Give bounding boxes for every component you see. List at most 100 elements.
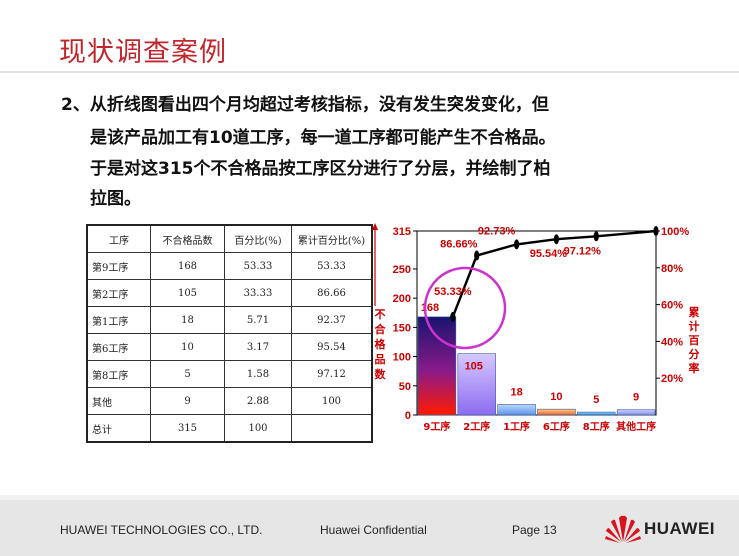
chart-bars — [417, 316, 656, 416]
bar — [577, 411, 616, 416]
y-axis-label-char: 格 — [375, 337, 387, 351]
y2-tick-label: 40% — [661, 336, 683, 348]
y2-axis-label-char: 百 — [689, 334, 700, 347]
footer-page-number: Page 13 — [512, 523, 557, 537]
footer-confidential: Huawei Confidential — [320, 523, 427, 537]
table-row: 第8工序 5 1.58 97.12 — [86, 360, 373, 388]
cumulative-label: 86.66% — [440, 239, 478, 251]
table-row: 其他 9 2.88 100 — [86, 387, 373, 415]
table-row: 第9工序 168 53.33 53.33 — [86, 252, 373, 280]
table-cell: 105 — [150, 279, 225, 307]
bar-value-label: 5 — [593, 394, 599, 406]
y2-tick-label: 80% — [661, 263, 683, 275]
paragraph-line: 拉图。 — [90, 189, 141, 209]
y-axis-label-char: 品 — [375, 353, 386, 366]
y2-axis-label-char: 累 — [689, 306, 700, 319]
bar-value-label: 105 — [465, 361, 483, 373]
y2-axis-label-char: 分 — [689, 347, 700, 361]
table-header-cell: 累计百分比(%) — [291, 224, 373, 253]
table-cell: 3.17 — [224, 333, 292, 361]
bar-value-label: 168 — [421, 302, 439, 314]
table-cell: 总计 — [86, 414, 151, 443]
chart-labels: 0 50 100 150 200 250 315 20% 40% 60% 80% 100% 不合格品数 累… — [375, 225, 700, 433]
y-axis-label-char: 数 — [375, 367, 387, 381]
bar — [616, 409, 656, 416]
table-cell: 第2工序 — [86, 279, 151, 307]
bar — [497, 404, 536, 416]
bar-value-label: 9 — [633, 392, 639, 404]
title-divider — [0, 71, 739, 73]
table-header-cell: 百分比(%) — [224, 224, 292, 253]
table-cell: 5.71 — [224, 306, 292, 334]
cumulative-point — [474, 250, 480, 261]
table-cell: 53.33 — [224, 252, 292, 280]
table-cell: 1.58 — [224, 360, 292, 388]
table-cell: 86.66 — [291, 279, 373, 307]
huawei-logo-icon — [605, 515, 641, 543]
footer-company: HUAWEI TECHNOLOGIES CO., LTD. — [60, 523, 263, 537]
cumulative-point — [513, 239, 520, 250]
table-row: 第2工序 105 33.33 86.66 — [86, 279, 373, 307]
footer-separator — [0, 495, 739, 500]
footer-brand: HUAWEI — [644, 519, 715, 538]
table-cell: 9 — [150, 387, 225, 415]
table-cell: 第9工序 — [86, 252, 151, 280]
bar — [457, 353, 496, 416]
cumulative-point — [593, 231, 599, 242]
table-cell: 168 — [150, 252, 225, 280]
y-tick-label: 100 — [393, 352, 411, 364]
x-tick-label: 6工序 — [543, 420, 570, 433]
table-total-row: 总计 315 100 — [86, 414, 373, 443]
paragraph-line: 是该产品加工有10道工序，每一道工序都可能产生不合格品。 — [90, 128, 556, 148]
table-header-cell: 不合格品数 — [150, 224, 225, 253]
x-tick-label: 8工序 — [583, 420, 610, 433]
cumulative-point — [653, 226, 659, 236]
table-cell: 5 — [150, 360, 225, 388]
table-cell: 18 — [150, 306, 225, 334]
table-cell: 第6工序 — [86, 333, 151, 361]
cumulative-label: 95.54% — [530, 248, 568, 260]
table-cell: 315 — [150, 414, 225, 443]
table-cell: 92.37 — [291, 306, 373, 334]
table-header-row: 工序 不合格品数 百分比(%) 累计百分比(%) — [86, 224, 373, 253]
y-tick-label: 50 — [399, 381, 411, 393]
table-cell: 100 — [291, 387, 373, 415]
y-axis-label-char: 合 — [375, 322, 387, 336]
x-tick-label: 其他工序 — [616, 420, 656, 433]
highlight-circle — [423, 266, 507, 350]
x-tick-label: 9工序 — [423, 420, 450, 433]
y-tick-label: 0 — [405, 410, 411, 422]
table-cell: 其他 — [86, 387, 151, 415]
y-tick-label: 150 — [393, 322, 411, 334]
y-tick-label: 315 — [393, 226, 411, 238]
cumulative-point — [553, 234, 560, 245]
chart-axes — [372, 223, 660, 416]
paragraph-line: 于是对这315个不合格品按工序区分进行了分层，并绘制了柏 — [90, 159, 551, 179]
table-cell: 2.88 — [224, 387, 292, 415]
x-tick-label: 2工序 — [463, 420, 490, 433]
table-cell: 97.12 — [291, 360, 373, 388]
bar-value-label: 18 — [510, 386, 522, 398]
y-axis-label-char: 不 — [375, 308, 386, 321]
table-cell: 33.33 — [224, 279, 292, 307]
y2-tick-label: 60% — [661, 300, 683, 312]
cumulative-label: 97.12% — [564, 245, 602, 257]
bar-value-label: 10 — [550, 391, 562, 403]
table-row: 第1工序 18 5.71 92.37 — [86, 306, 373, 334]
defect-table: 工序 不合格品数 百分比(%) 累计百分比(%) 第9工序 168 53.33 … — [86, 224, 373, 443]
y2-axis-label-char: 率 — [689, 361, 700, 375]
y-tick-label: 250 — [393, 264, 411, 276]
table-cell: 95.54 — [291, 333, 373, 361]
cumulative-label: 92.73% — [478, 225, 516, 237]
paragraph-line: 2、从折线图看出四个月均超过考核指标，没有发生突发变化，但 — [61, 95, 549, 115]
table-cell: 第8工序 — [86, 360, 151, 388]
table-cell: 第1工序 — [86, 306, 151, 334]
y2-tick-label: 100% — [661, 226, 689, 238]
x-tick-label: 1工序 — [503, 420, 530, 433]
table-header-cell: 工序 — [86, 224, 151, 253]
cumulative-label: 53.33% — [434, 286, 472, 298]
table-cell: 10 — [150, 333, 225, 361]
y2-axis-label-char: 计 — [689, 319, 700, 333]
cumulative-point — [450, 311, 456, 322]
slide-title: 现状调查案例 — [59, 37, 227, 68]
